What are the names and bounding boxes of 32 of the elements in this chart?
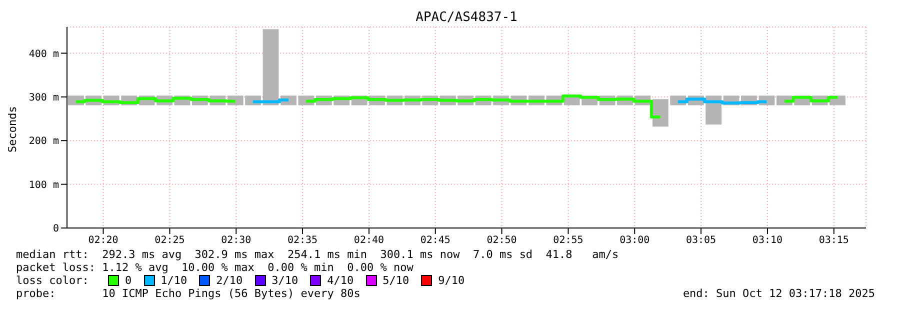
x-tick-label: 03:05 xyxy=(686,235,716,246)
y-tick-label: 200 m xyxy=(28,136,59,148)
x-tick-label: 02:45 xyxy=(420,235,450,246)
y-tick-label: 0 xyxy=(52,224,59,235)
text: probe: 10 ICMP Echo Pings (56 Bytes) every 80s xyxy=(16,287,360,300)
chart-title: APAC/AS4837-1 xyxy=(414,10,518,25)
legend-label: 3/10 xyxy=(272,274,298,287)
x-tick-label: 02:35 xyxy=(287,235,318,246)
bar xyxy=(262,29,279,106)
x-tick-label: 03:00 xyxy=(620,235,650,246)
x-tick-label: 02:25 xyxy=(154,235,185,246)
x-tick-label: 02:20 xyxy=(88,235,118,246)
y-tick-label: 300 m xyxy=(28,92,59,104)
legend-label: 2/10 xyxy=(216,274,243,287)
legend-label: 1/10 xyxy=(160,274,188,287)
legend-label: 0 xyxy=(125,274,132,287)
x-tick-label: 02:40 xyxy=(354,235,384,246)
x-tick-label: 03:10 xyxy=(752,235,783,246)
x-tick-label: 02:55 xyxy=(553,235,584,246)
legend-label: 5/10 xyxy=(382,274,410,287)
y-tick-label: 400 m xyxy=(28,48,59,60)
x-tick-label: 02:30 xyxy=(221,235,252,246)
y-axis-title: Seconds xyxy=(6,106,19,152)
legend-label: 4/10 xyxy=(327,274,354,287)
x-tick-label: 02:50 xyxy=(486,235,517,246)
x-tick-label: 03:15 xyxy=(818,235,849,246)
text: packet loss: 1.12 % avg 10.00 % max 0.00 % min 0.00 % now xyxy=(16,261,414,274)
text: median rtt: 292.3 ms avg 302.9 ms max 254.1 ms min 300.1 ms now 7.0 ms sd 41.8 am/s xyxy=(16,248,620,261)
y-tick-label: 100 m xyxy=(28,180,59,191)
text: end: Sun Oct 12 03:17:18 2025 xyxy=(682,287,875,300)
legend-title: loss color: xyxy=(16,274,90,287)
legend-label: 9/10 xyxy=(438,274,465,287)
